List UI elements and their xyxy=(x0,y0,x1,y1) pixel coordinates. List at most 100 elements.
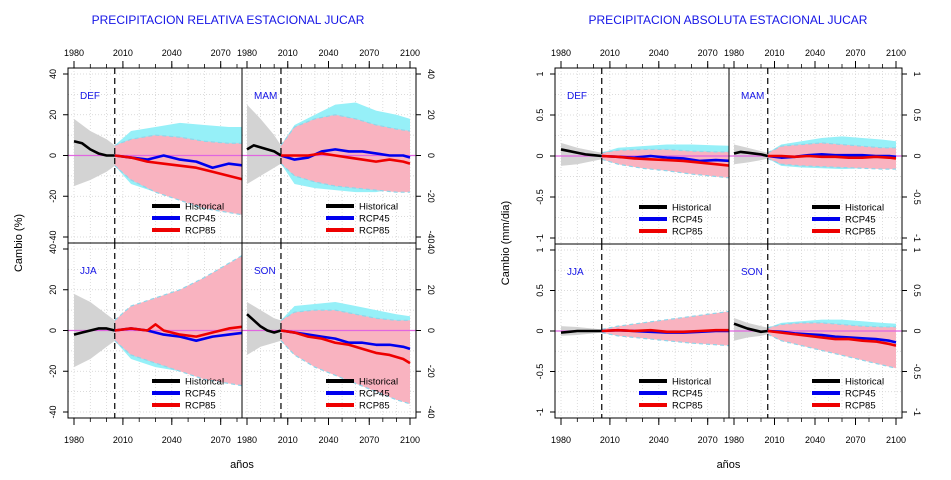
legend-rcp85-label: RCP85 xyxy=(845,227,876,238)
x-tick-label-top: 2070 xyxy=(698,48,718,58)
rcp85-band-lower-edge xyxy=(114,340,242,387)
historical-band xyxy=(247,104,281,185)
season-label: JJA xyxy=(567,267,584,278)
legend-rcp45-label: RCP45 xyxy=(672,389,703,400)
y-axis-label: Cambio (mm/dia) xyxy=(500,201,512,285)
rcp85-band-upper-edge xyxy=(114,134,242,146)
x-tick-label-bottom: 2010 xyxy=(600,435,620,445)
y-tick-label-right: -1 xyxy=(912,408,922,416)
panel-plot-area xyxy=(242,68,416,243)
y-tick-label-right: 40 xyxy=(426,69,436,79)
legend-historical-label: Historical xyxy=(359,202,398,213)
panel-plot-area xyxy=(555,68,729,244)
y-tick-label-left: -20 xyxy=(48,190,58,203)
y-tick-label-left: 0 xyxy=(48,328,58,333)
y-tick-label-right: -0.5 xyxy=(912,189,922,205)
y-tick-label-left: -0.5 xyxy=(535,364,545,380)
x-tick-label-top: 2100 xyxy=(400,48,420,58)
rcp85-band xyxy=(114,255,242,386)
historical-line xyxy=(246,144,282,157)
rcp85-band xyxy=(280,310,410,404)
historical-line xyxy=(73,139,115,157)
panel-plot-area xyxy=(555,244,729,418)
x-tick-label-top: 2040 xyxy=(162,48,182,58)
historical-line xyxy=(560,329,602,334)
x-axis-label: años xyxy=(230,459,254,471)
season-label: SON xyxy=(741,267,763,278)
legend-historical-label: Historical xyxy=(185,377,224,388)
x-tick-label-top: 2100 xyxy=(886,48,906,58)
legend-rcp85-label: RCP85 xyxy=(359,401,390,412)
rcp85-line xyxy=(114,154,242,181)
panel-plot-area xyxy=(68,68,242,243)
chart-title: PRECIPITACION ABSOLUTA ESTACIONAL JUCAR xyxy=(589,13,868,27)
y-tick-label-right: 0.5 xyxy=(912,284,922,297)
x-tick-label-top: 2040 xyxy=(318,48,338,58)
y-tick-label-left: 40 xyxy=(48,244,58,254)
rcp85-band-upper-edge xyxy=(280,309,410,321)
historical-line xyxy=(73,327,116,336)
y-tick-label-left: 1 xyxy=(535,247,545,252)
panel-plot-area xyxy=(242,243,416,418)
y-tick-label-left: -0.5 xyxy=(535,189,545,205)
legend-historical-label: Historical xyxy=(185,202,224,213)
y-tick-label-right: 20 xyxy=(426,110,436,120)
x-tick-label-top: 2070 xyxy=(359,48,379,58)
y-tick-label-right: 0 xyxy=(912,328,922,333)
season-label: SON xyxy=(254,266,276,277)
legend-rcp85-label: RCP85 xyxy=(672,401,703,412)
x-tick-label-top: 2070 xyxy=(845,48,865,58)
x-tick-label-top: 1980 xyxy=(551,48,571,58)
x-tick-label-top: 1980 xyxy=(724,48,744,58)
y-tick-label-left: 20 xyxy=(48,110,58,120)
rcp85-band-upper-edge xyxy=(601,310,729,330)
x-tick-label-bottom: 2040 xyxy=(162,435,182,445)
panel-plot-area xyxy=(68,243,242,418)
rcp85-band xyxy=(280,114,410,193)
x-tick-label-bottom: 2040 xyxy=(649,435,669,445)
legend-rcp85-label: RCP85 xyxy=(672,227,703,238)
rcp45-line xyxy=(280,329,411,351)
x-tick-label-bottom: 2100 xyxy=(400,435,420,445)
rcp85-band-upper-edge xyxy=(767,322,896,329)
y-tick-label-left: -1 xyxy=(535,408,545,416)
legend-rcp45-label: RCP45 xyxy=(185,389,216,400)
season-label: MAM xyxy=(741,91,764,102)
y-tick-label-right: -20 xyxy=(426,190,436,203)
x-tick-label-bottom: 1980 xyxy=(724,435,744,445)
rcp85-band-lower-edge xyxy=(767,333,897,369)
y-tick-label-left: -40 xyxy=(48,230,58,243)
rcp85-band-upper-edge xyxy=(601,148,729,154)
y-tick-label-right: -1 xyxy=(912,234,922,242)
y-tick-label-left: -40 xyxy=(48,405,58,418)
season-label: MAM xyxy=(254,91,277,102)
legend-historical-label: Historical xyxy=(359,377,398,388)
x-tick-label-top: 1980 xyxy=(237,48,257,58)
x-tick-label-bottom: 2070 xyxy=(845,435,865,445)
x-tick-label-bottom: 2040 xyxy=(805,435,825,445)
historical-line xyxy=(246,313,282,334)
legend-rcp45-label: RCP45 xyxy=(359,389,390,400)
x-tick-label-bottom: 2040 xyxy=(318,435,338,445)
chart-absolute: PRECIPITACION ABSOLUTA ESTACIONAL JUCAR C… xyxy=(500,13,922,471)
rcp85-band-lower-edge xyxy=(280,340,411,405)
x-tick-label-top: 2070 xyxy=(211,48,231,58)
y-tick-label-left: 0 xyxy=(535,328,545,333)
historical-line xyxy=(733,322,768,334)
legend-rcp85-label: RCP85 xyxy=(185,226,216,237)
x-tick-label-top: 2040 xyxy=(649,48,669,58)
rcp85-line xyxy=(280,152,411,165)
x-tick-label-bottom: 1980 xyxy=(551,435,571,445)
y-axis-label: Cambio (%) xyxy=(13,214,25,272)
legend-rcp85-label: RCP85 xyxy=(185,401,216,412)
legend-historical-label: Historical xyxy=(672,377,711,388)
legend-rcp85-label: RCP85 xyxy=(845,401,876,412)
rcp85-line xyxy=(601,328,729,334)
